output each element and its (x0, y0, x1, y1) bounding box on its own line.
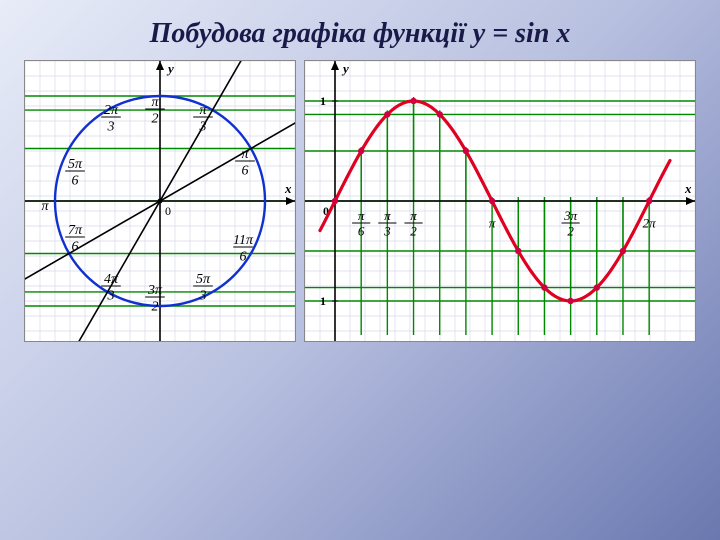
svg-text:π: π (199, 103, 207, 118)
svg-text:3: 3 (383, 223, 391, 238)
svg-text:π: π (384, 208, 391, 223)
svg-text:2: 2 (567, 223, 574, 238)
svg-text:7π: 7π (68, 223, 83, 238)
svg-text:6: 6 (72, 173, 79, 188)
svg-text:11π: 11π (233, 233, 254, 248)
svg-text:π: π (41, 199, 49, 214)
svg-text:2: 2 (152, 111, 159, 126)
svg-text:1: 1 (320, 94, 326, 108)
svg-text:y: y (166, 61, 174, 76)
svg-text:0: 0 (165, 204, 171, 218)
svg-text:π: π (410, 208, 417, 223)
svg-text:x: x (284, 181, 292, 196)
svg-text:y: y (341, 61, 349, 76)
svg-text:3π: 3π (563, 208, 578, 223)
svg-text:2π: 2π (104, 103, 119, 118)
svg-text:6: 6 (72, 239, 79, 254)
svg-text:1: 1 (320, 294, 326, 308)
svg-text:π: π (358, 208, 365, 223)
sine-curve-panel: xy011π6π3π2π3π22π (304, 60, 696, 342)
svg-text:5π: 5π (68, 157, 83, 172)
svg-text:π: π (151, 95, 159, 110)
svg-text:3: 3 (199, 119, 207, 134)
svg-text:3: 3 (199, 288, 207, 303)
svg-text:2: 2 (152, 299, 159, 314)
svg-text:π: π (489, 216, 496, 231)
svg-text:x: x (684, 181, 692, 196)
svg-text:6: 6 (242, 163, 249, 178)
svg-text:2π: 2π (643, 216, 657, 231)
page-title: Побудова графіка функції y = sin x (0, 0, 720, 60)
panels-row: xy0π6π3π22π35π6π7π64π33π25π311π6 xy011π6… (0, 60, 720, 342)
svg-text:5π: 5π (196, 272, 211, 287)
unit-circle-panel: xy0π6π3π22π35π6π7π64π33π25π311π6 (24, 60, 296, 342)
svg-text:π: π (241, 147, 249, 162)
svg-text:6: 6 (358, 223, 365, 238)
svg-text:4π: 4π (104, 272, 119, 287)
svg-text:3π: 3π (147, 283, 163, 298)
svg-text:3: 3 (107, 288, 115, 303)
svg-text:6: 6 (240, 249, 247, 264)
svg-text:3: 3 (107, 119, 115, 134)
svg-text:2: 2 (410, 223, 417, 238)
